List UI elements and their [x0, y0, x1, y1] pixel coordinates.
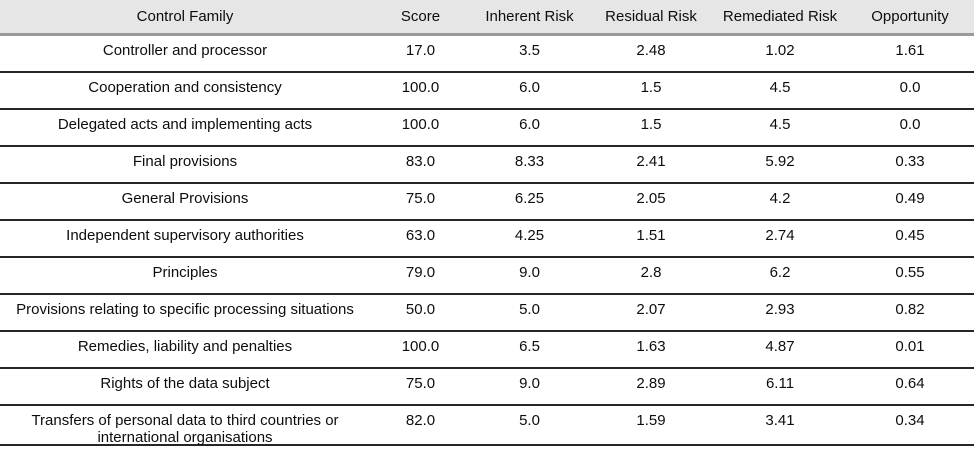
cell-residual-risk: 2.05: [588, 182, 714, 221]
cell-score: 100.0: [370, 108, 471, 147]
table-body: Controller and processor 17.0 3.5 2.48 1…: [0, 34, 974, 446]
cell-inherent-risk: 5.0: [471, 404, 588, 446]
cell-residual-risk: 1.5: [588, 71, 714, 110]
table-row: Rights of the data subject 75.0 9.0 2.89…: [0, 367, 974, 406]
cell-inherent-risk: 6.0: [471, 108, 588, 147]
cell-remediated-risk: 4.5: [714, 108, 846, 147]
cell-score: 75.0: [370, 367, 471, 406]
table-row: Cooperation and consistency 100.0 6.0 1.…: [0, 71, 974, 110]
table-row: Remedies, liability and penalties 100.0 …: [0, 330, 974, 369]
cell-score: 100.0: [370, 71, 471, 110]
table-row: Final provisions 83.0 8.33 2.41 5.92 0.3…: [0, 145, 974, 184]
column-header-control-family: Control Family: [0, 0, 370, 36]
cell-inherent-risk: 8.33: [471, 145, 588, 184]
cell-remediated-risk: 6.2: [714, 256, 846, 295]
cell-opportunity: 0.01: [846, 330, 974, 369]
cell-residual-risk: 2.48: [588, 34, 714, 73]
cell-residual-risk: 1.59: [588, 404, 714, 446]
cell-control-family: General Provisions: [0, 182, 370, 221]
cell-score: 82.0: [370, 404, 471, 446]
cell-control-family: Cooperation and consistency: [0, 71, 370, 110]
cell-residual-risk: 1.63: [588, 330, 714, 369]
cell-residual-risk: 2.89: [588, 367, 714, 406]
table-row: Delegated acts and implementing acts 100…: [0, 108, 974, 147]
cell-remediated-risk: 4.87: [714, 330, 846, 369]
cell-opportunity: 0.64: [846, 367, 974, 406]
cell-control-family: Principles: [0, 256, 370, 295]
cell-control-family: Transfers of personal data to third coun…: [0, 404, 370, 446]
cell-control-family: Rights of the data subject: [0, 367, 370, 406]
cell-control-family: Delegated acts and implementing acts: [0, 108, 370, 147]
column-header-opportunity: Opportunity: [846, 0, 974, 36]
cell-score: 75.0: [370, 182, 471, 221]
cell-score: 63.0: [370, 219, 471, 258]
cell-remediated-risk: 4.5: [714, 71, 846, 110]
cell-opportunity: 0.55: [846, 256, 974, 295]
cell-remediated-risk: 1.02: [714, 34, 846, 73]
table-row: Independent supervisory authorities 63.0…: [0, 219, 974, 258]
cell-inherent-risk: 3.5: [471, 34, 588, 73]
cell-opportunity: 0.82: [846, 293, 974, 332]
cell-residual-risk: 2.07: [588, 293, 714, 332]
table-row: Provisions relating to specific processi…: [0, 293, 974, 332]
cell-control-family: Final provisions: [0, 145, 370, 184]
cell-remediated-risk: 2.74: [714, 219, 846, 258]
cell-control-family: Independent supervisory authorities: [0, 219, 370, 258]
table-row: Controller and processor 17.0 3.5 2.48 1…: [0, 34, 974, 73]
cell-opportunity: 1.61: [846, 34, 974, 73]
column-header-score: Score: [370, 0, 471, 36]
column-header-remediated-risk: Remediated Risk: [714, 0, 846, 36]
cell-opportunity: 0.0: [846, 71, 974, 110]
cell-inherent-risk: 9.0: [471, 367, 588, 406]
cell-remediated-risk: 5.92: [714, 145, 846, 184]
table-row: General Provisions 75.0 6.25 2.05 4.2 0.…: [0, 182, 974, 221]
cell-residual-risk: 2.8: [588, 256, 714, 295]
cell-control-family: Controller and processor: [0, 34, 370, 73]
cell-remediated-risk: 4.2: [714, 182, 846, 221]
cell-residual-risk: 1.51: [588, 219, 714, 258]
cell-opportunity: 0.34: [846, 404, 974, 446]
table-row: Transfers of personal data to third coun…: [0, 404, 974, 446]
cell-score: 50.0: [370, 293, 471, 332]
cell-score: 83.0: [370, 145, 471, 184]
cell-score: 17.0: [370, 34, 471, 73]
cell-residual-risk: 1.5: [588, 108, 714, 147]
cell-score: 100.0: [370, 330, 471, 369]
cell-opportunity: 0.45: [846, 219, 974, 258]
column-header-inherent-risk: Inherent Risk: [471, 0, 588, 36]
cell-remediated-risk: 6.11: [714, 367, 846, 406]
table-row: Principles 79.0 9.0 2.8 6.2 0.55: [0, 256, 974, 295]
column-header-residual-risk: Residual Risk: [588, 0, 714, 36]
cell-opportunity: 0.49: [846, 182, 974, 221]
cell-control-family: Provisions relating to specific processi…: [0, 293, 370, 332]
cell-inherent-risk: 6.0: [471, 71, 588, 110]
cell-inherent-risk: 9.0: [471, 256, 588, 295]
cell-score: 79.0: [370, 256, 471, 295]
cell-inherent-risk: 5.0: [471, 293, 588, 332]
header-row: Control Family Score Inherent Risk Resid…: [0, 0, 974, 36]
cell-inherent-risk: 6.5: [471, 330, 588, 369]
table-header: Control Family Score Inherent Risk Resid…: [0, 0, 974, 36]
cell-inherent-risk: 6.25: [471, 182, 588, 221]
cell-residual-risk: 2.41: [588, 145, 714, 184]
cell-inherent-risk: 4.25: [471, 219, 588, 258]
cell-opportunity: 0.33: [846, 145, 974, 184]
cell-control-family: Remedies, liability and penalties: [0, 330, 370, 369]
cell-remediated-risk: 3.41: [714, 404, 846, 446]
cell-remediated-risk: 2.93: [714, 293, 846, 332]
cell-opportunity: 0.0: [846, 108, 974, 147]
